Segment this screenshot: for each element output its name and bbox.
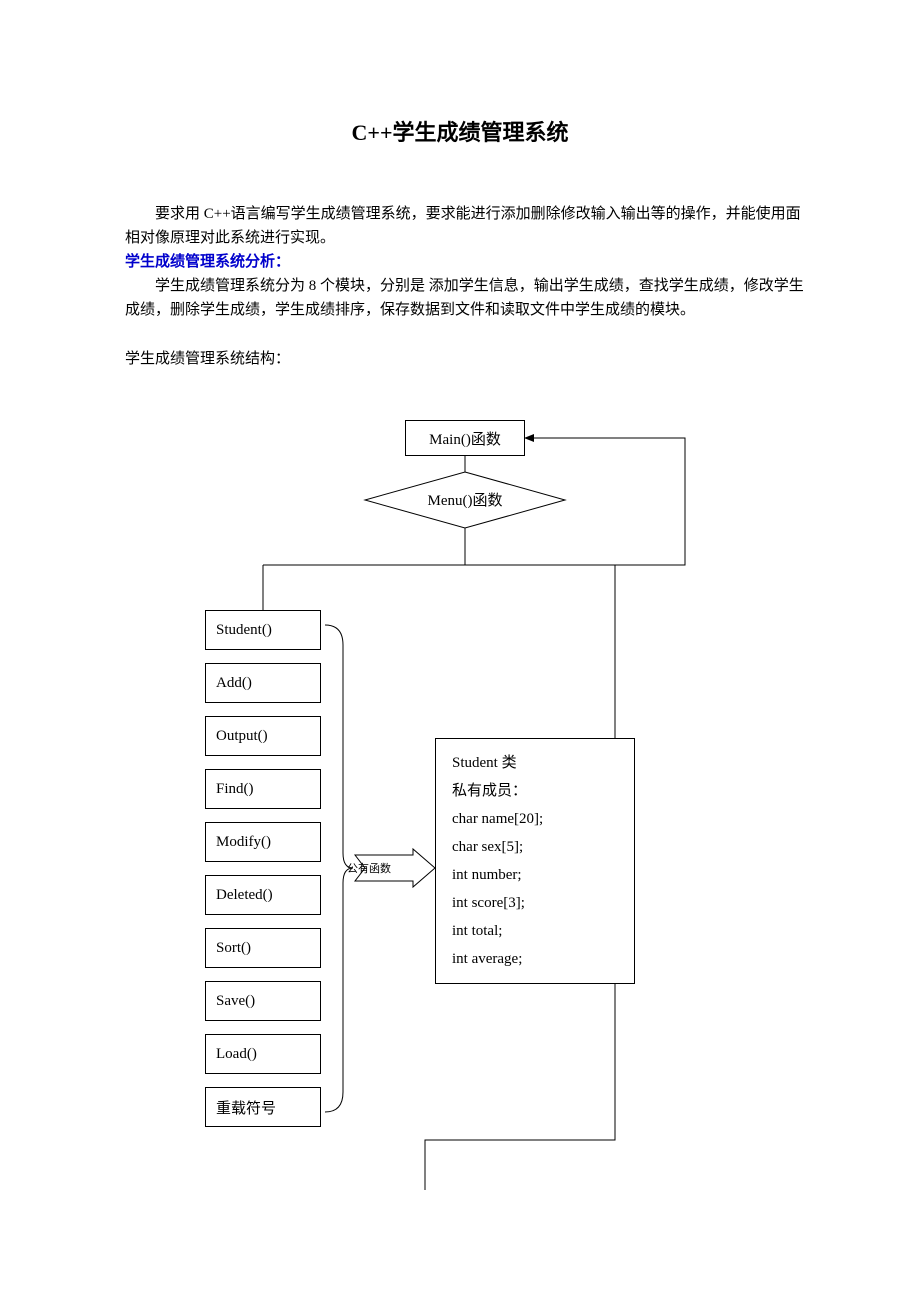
function-box: Find() [205, 769, 321, 809]
function-box: Modify() [205, 822, 321, 862]
main-box: Main()函数 [405, 420, 525, 456]
function-box: Output() [205, 716, 321, 756]
arrow-label: 公有函数 [347, 860, 391, 876]
function-box: Add() [205, 663, 321, 703]
svg-text:Menu()函数: Menu()函数 [428, 492, 503, 509]
function-box: 重载符号 [205, 1087, 321, 1127]
function-box: Save() [205, 981, 321, 1021]
function-box: Deleted() [205, 875, 321, 915]
page-title: C++学生成绩管理系统 [0, 115, 920, 147]
class-box: Student 类私有成员：char name[20];char sex[5];… [435, 738, 635, 984]
analysis-paragraph: 学生成绩管理系统分为 8 个模块，分别是 添加学生信息，输出学生成绩，查找学生成… [125, 274, 805, 322]
structure-label: 学生成绩管理系统结构： [125, 347, 805, 371]
analysis-heading: 学生成绩管理系统分析： [125, 250, 290, 271]
function-box: Load() [205, 1034, 321, 1074]
function-box: Student() [205, 610, 321, 650]
flowchart-diagram: Menu()函数 Main()函数 Student() Add() Output() F… [125, 400, 805, 1220]
function-box: Sort() [205, 928, 321, 968]
intro-paragraph: 要求用 C++语言编写学生成绩管理系统，要求能进行添加删除修改输入输出等的操作，… [125, 202, 805, 250]
